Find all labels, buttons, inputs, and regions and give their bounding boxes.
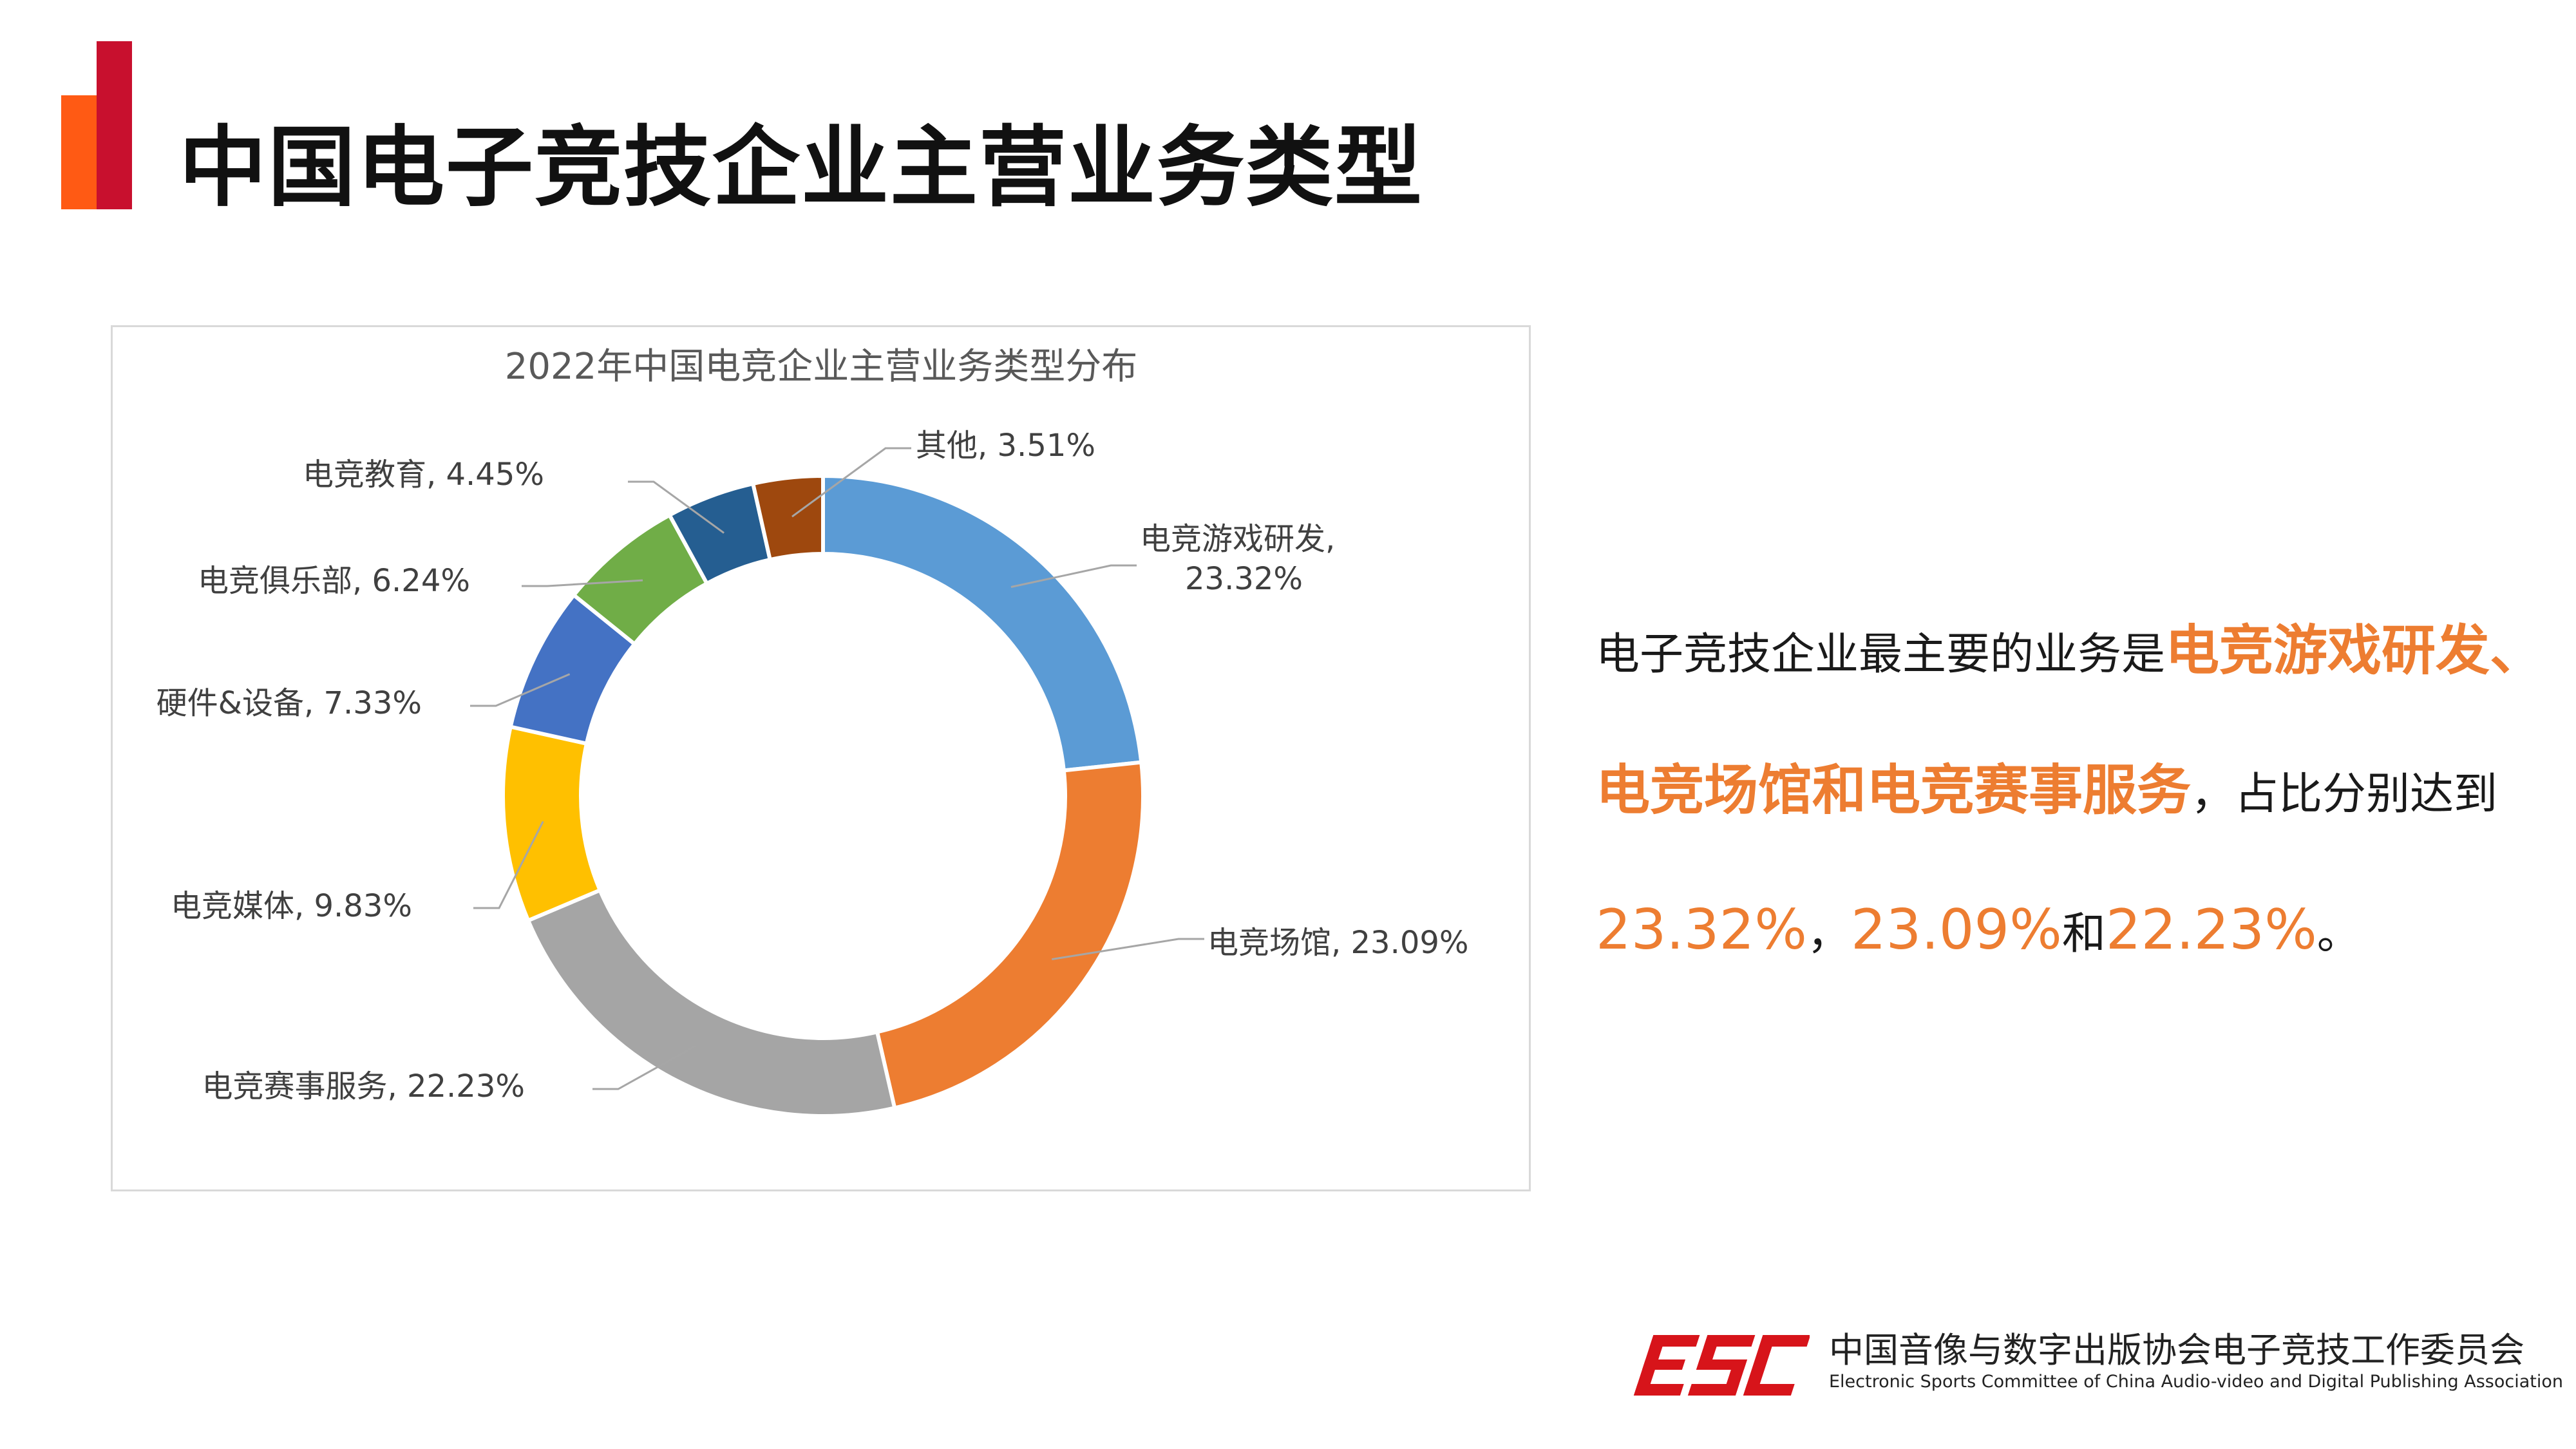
slice-label: 电竞教育, 4.45% — [303, 457, 544, 493]
donut-slice — [501, 724, 603, 923]
title-accent-bar-orange — [61, 95, 99, 209]
leader-line — [1052, 938, 1204, 961]
summary-text: 电子竞技企业最主要的业务是电竞游戏研发、电竞场馆和电竞赛事服务，占比分别达到 23… — [1596, 583, 2549, 1002]
summary-value-1: 23.32% — [1596, 898, 1807, 962]
donut-slice — [821, 473, 1144, 773]
donut-slice — [875, 760, 1145, 1111]
summary-mid: ，占比分别达到 — [2191, 769, 2498, 820]
leader-line — [791, 447, 911, 518]
page-title: 中国电子竞技企业主营业务类型 — [179, 117, 1423, 219]
leader-line — [470, 673, 571, 707]
slice-label: 电竞场馆, 23.09% — [1208, 925, 1469, 961]
donut-chart: 2022年中国电竞企业主营业务类型分布 电竞游戏研发, 23.32% 电竞场馆, 2… — [156, 346, 1469, 1118]
org-name-cn: 中国音像与数字出版协会电子竞技工作委员会 — [1829, 1330, 2524, 1370]
slice-label: 电竞媒体, 9.83% — [171, 888, 412, 924]
title-accent-bar-red — [97, 41, 132, 209]
donut-slice — [526, 887, 897, 1118]
esc-logo — [1633, 1335, 1810, 1396]
summary-end: 。 — [2316, 909, 2361, 960]
slice-label: 硬件&设备, 7.33% — [156, 685, 422, 721]
slice-label: 电竞赛事服务, 22.23% — [202, 1068, 525, 1104]
leader-line — [592, 1045, 696, 1090]
summary-value-3: 22.23% — [2105, 898, 2317, 962]
leader-line — [522, 579, 643, 587]
slice-label: 电竞游戏研发, — [1140, 521, 1335, 557]
slice-value-label: 23.32% — [1185, 561, 1303, 597]
leader-line — [1010, 564, 1137, 588]
slice-label: 其他, 3.51% — [916, 428, 1095, 464]
org-name-en: Electronic Sports Committee of China Aud… — [1829, 1372, 2563, 1392]
chart-panel: 2022年中国电竞企业主营业务类型分布 电竞游戏研发, 23.32% 电竞场馆, 2… — [111, 325, 1531, 1191]
summary-separator: ， — [1806, 909, 1851, 960]
leader-line — [628, 480, 724, 534]
summary-value-2: 23.09% — [1850, 898, 2062, 962]
leader-line — [473, 820, 544, 909]
summary-intro: 电子竞技企业最主要的业务是 — [1596, 629, 2166, 680]
slice-label: 电竞俱乐部, 6.24% — [198, 563, 470, 599]
donut-slice — [750, 473, 825, 562]
summary-and: 和 — [2061, 909, 2106, 960]
summary-highlight: 电竞游戏研发、电竞场馆和电竞赛事服务 — [1596, 619, 2544, 822]
chart-title: 2022年中国电竞企业主营业务类型分布 — [505, 346, 1138, 388]
